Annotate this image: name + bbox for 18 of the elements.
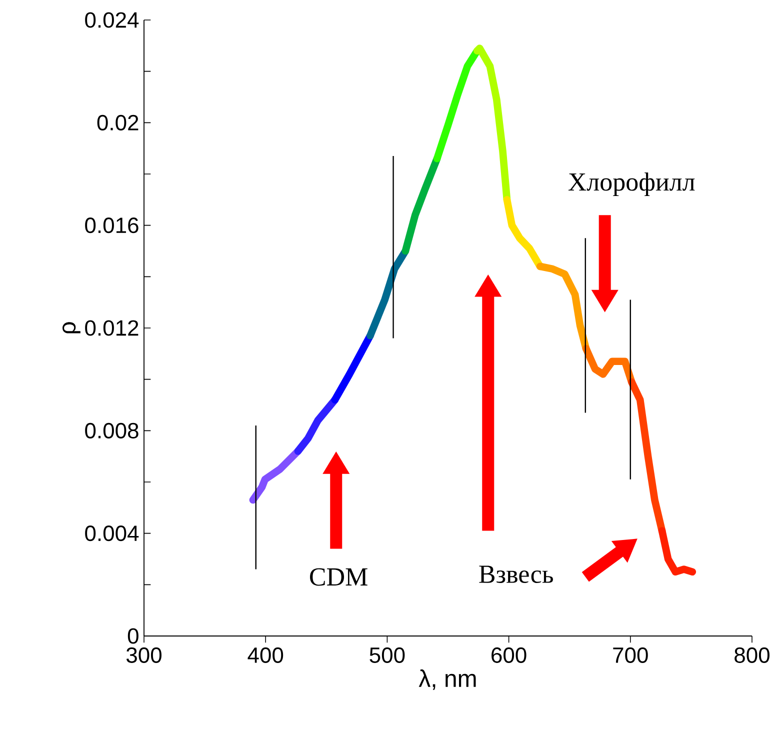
annotation: CDM xyxy=(310,568,368,586)
x-tick-label: 800 xyxy=(734,647,770,663)
x-tick-label: 500 xyxy=(370,647,405,663)
y-axis-title: ρ xyxy=(62,322,80,334)
x-tick-label: 400 xyxy=(248,647,284,663)
annotation: Взвесь xyxy=(479,566,553,584)
y-tick-label: 0.02 xyxy=(97,114,138,130)
x-tick-label: 300 xyxy=(126,647,162,663)
y-tick-label: 0.012 xyxy=(85,320,138,336)
y-tick-label: 0.024 xyxy=(85,12,139,28)
x-tick-label: 600 xyxy=(492,647,526,663)
y-tick-label: 0.016 xyxy=(85,218,138,234)
x-tick-label: 700 xyxy=(613,647,648,663)
y-tick-label: 0.004 xyxy=(85,526,139,542)
x-axis-title: λ, nm xyxy=(418,669,476,690)
y-tick-label: 0.008 xyxy=(85,422,138,438)
y-tick-label: 0 xyxy=(128,628,138,644)
annotation: Хлорофилл xyxy=(568,172,695,196)
